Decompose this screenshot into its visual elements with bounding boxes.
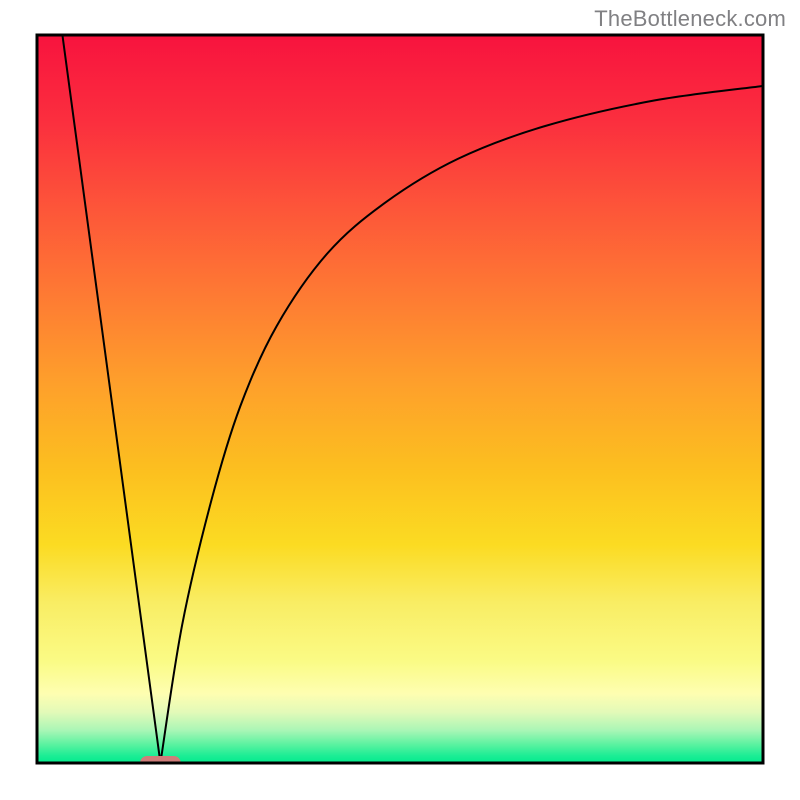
bottleneck-chart xyxy=(0,0,800,800)
chart-container: TheBottleneck.com xyxy=(0,0,800,800)
watermark-text: TheBottleneck.com xyxy=(594,6,786,32)
